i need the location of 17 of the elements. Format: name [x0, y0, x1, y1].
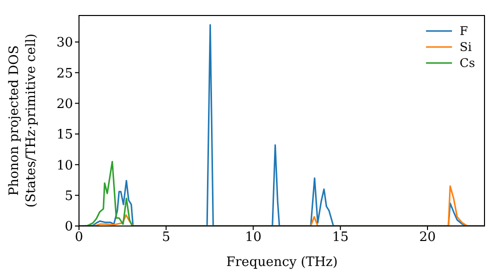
y-tick-label: 20: [56, 96, 73, 112]
x-tick-label: 0: [74, 230, 84, 246]
x-axis-title: Frequency (THz): [226, 255, 338, 270]
x-tick-label: 5: [162, 230, 170, 246]
legend-label: F: [460, 24, 468, 38]
legend-label: Si: [460, 40, 472, 54]
x-tick-label: 10: [244, 230, 262, 246]
y-tick-label: 0: [64, 220, 73, 235]
x-tick-label: 15: [332, 230, 349, 246]
y-axis-title: Phonon projected DOS (States/THz·primitive cell): [7, 33, 39, 208]
y-tick-label: 25: [56, 66, 73, 82]
y-tick-label: 5: [64, 188, 73, 204]
legend-label: Cs: [460, 56, 475, 70]
y-tick-label: 10: [56, 158, 73, 174]
y-tick-label: 15: [56, 128, 73, 143]
y-tick-label: 30: [56, 36, 73, 51]
x-tick-label: 20: [419, 230, 436, 246]
